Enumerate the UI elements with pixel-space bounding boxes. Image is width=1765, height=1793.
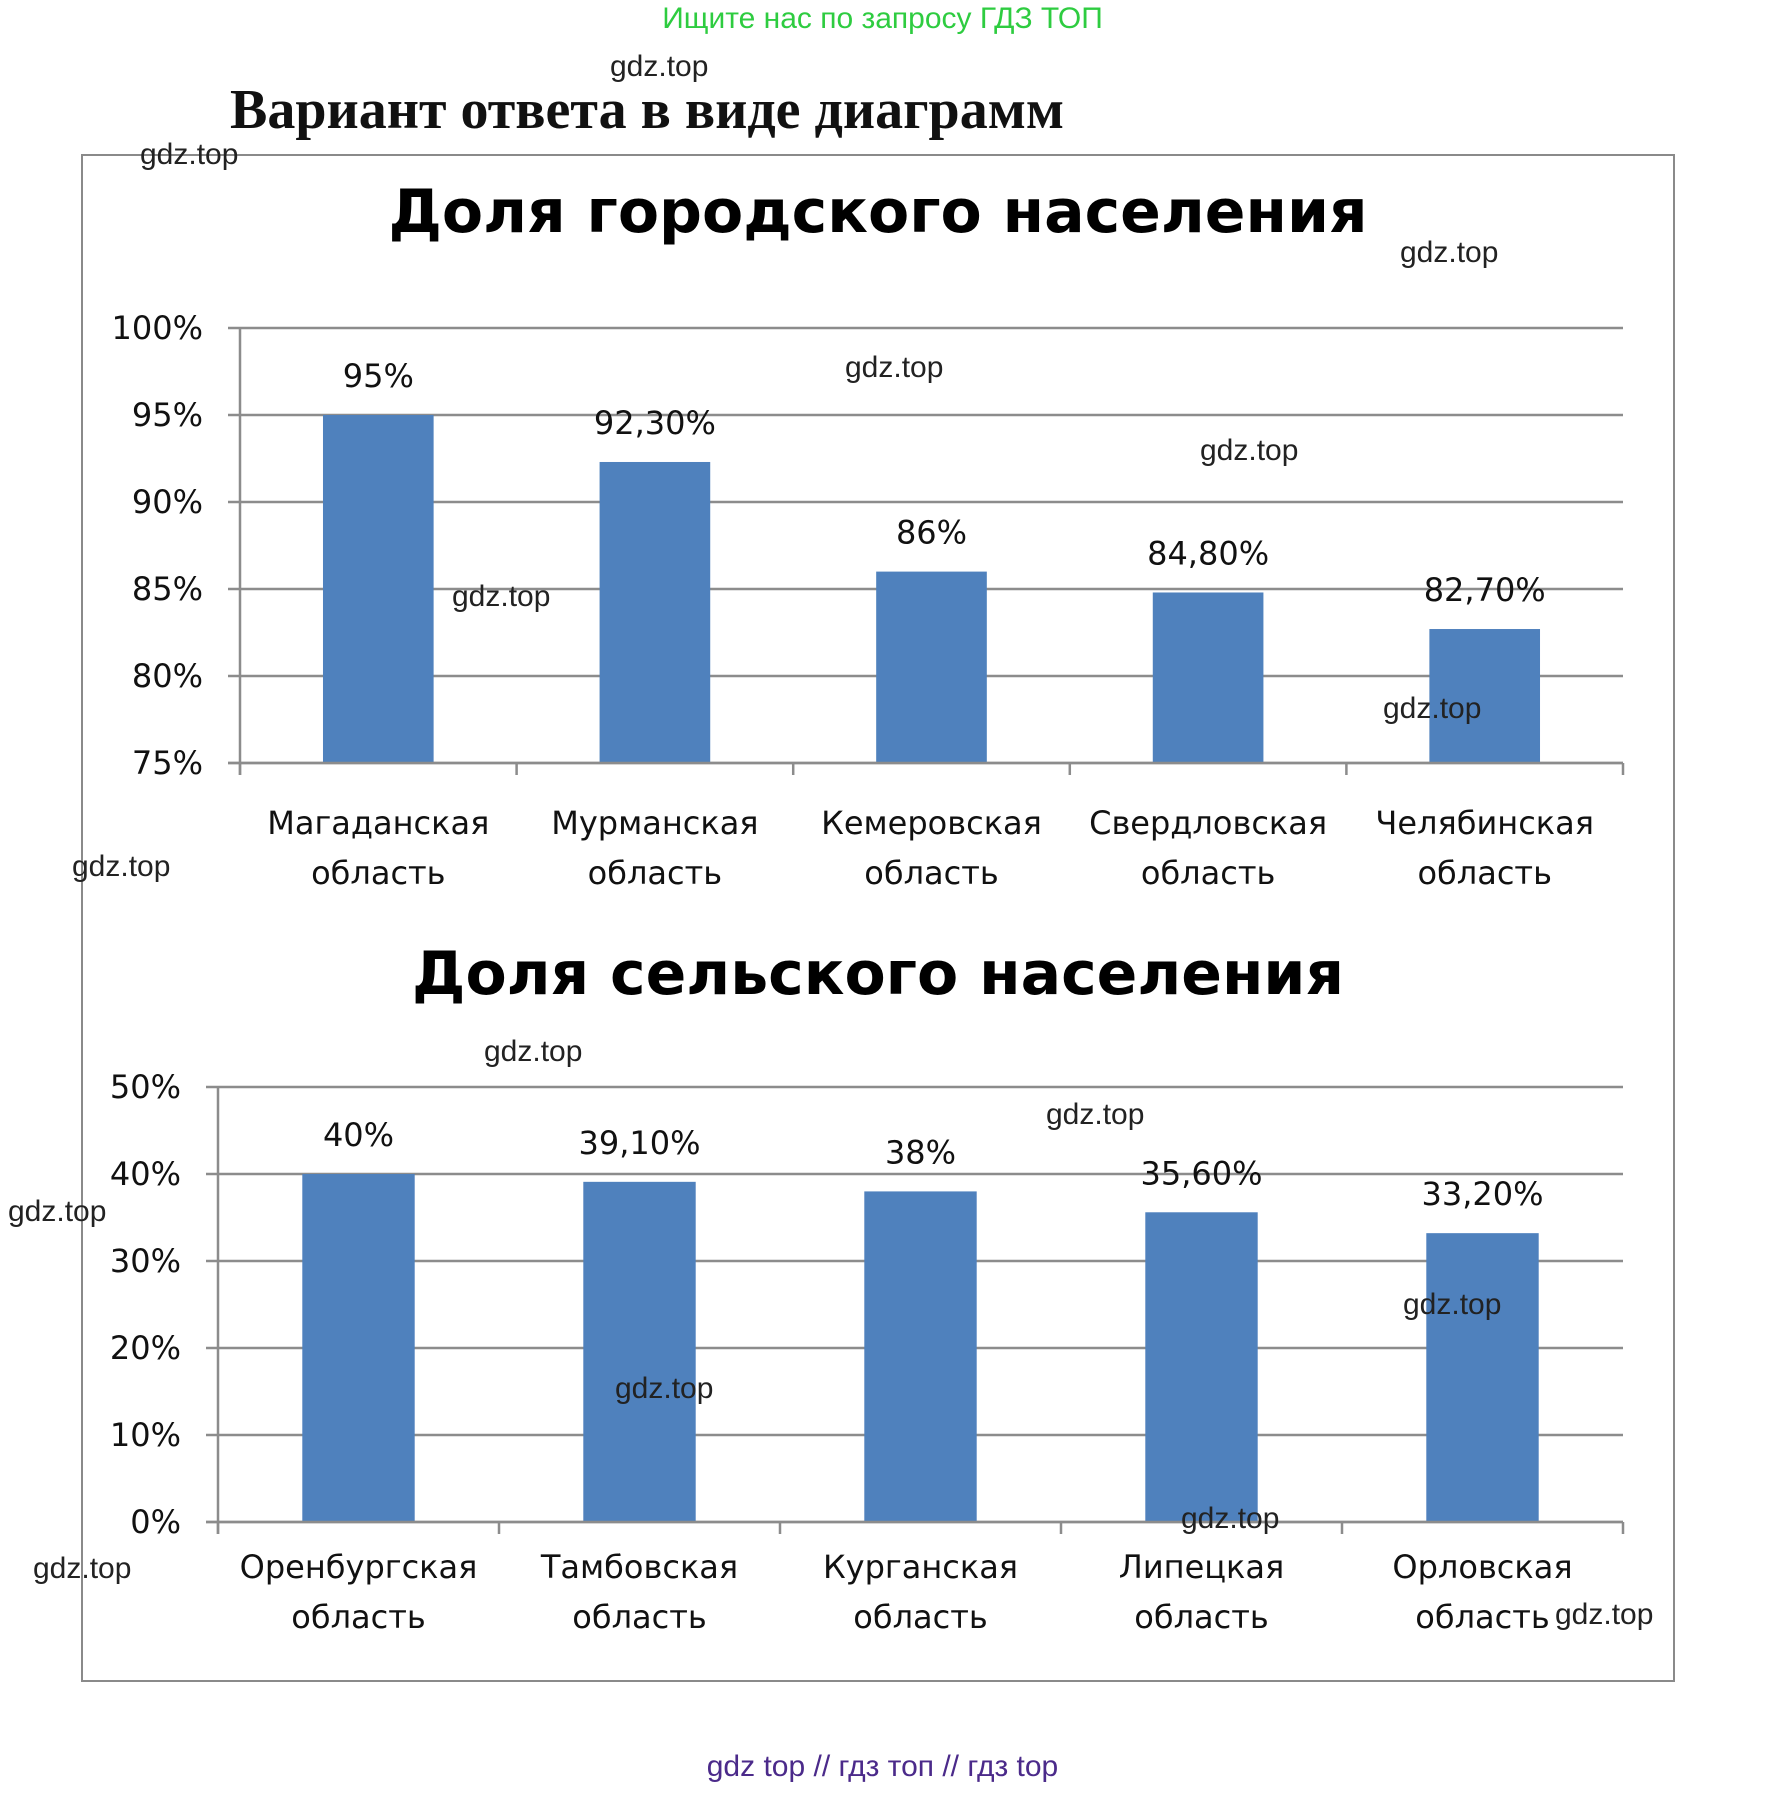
- category-label: область: [853, 1598, 987, 1636]
- category-label: Свердловская: [1089, 804, 1327, 842]
- watermark: gdz.top: [845, 351, 944, 384]
- watermark: gdz.top: [1181, 1502, 1280, 1535]
- category-label: область: [1417, 854, 1551, 892]
- chart-frame-urban: Доля городского населения 75% 80% 85% 90% 95%…: [81, 154, 1675, 918]
- y-tick-label: 95%: [132, 396, 203, 434]
- y-tick-label: 85%: [132, 570, 203, 608]
- rural-population-chart: Доля сельского населения 0% 10% 20% 30% 40% 50…: [110, 939, 1625, 1636]
- bar: [864, 1191, 977, 1522]
- watermark: gdz.top: [1046, 1098, 1145, 1131]
- category-label: область: [1141, 854, 1275, 892]
- urban-population-chart: Доля городского населения 75% 80% 85% 90% 95%…: [112, 177, 1625, 892]
- category-label: область: [588, 854, 722, 892]
- data-label: 82,70%: [1424, 571, 1546, 609]
- page-title: Вариант ответа в виде диаграмм: [230, 79, 1064, 141]
- chart-title: Доля городского населения: [388, 177, 1367, 247]
- watermark: gdz.top: [1383, 692, 1482, 725]
- bar: [302, 1174, 415, 1522]
- data-label: 84,80%: [1147, 534, 1269, 572]
- y-tick-label: 10%: [110, 1416, 181, 1454]
- category-label: Челябинская: [1375, 804, 1594, 842]
- bar: [1152, 592, 1264, 763]
- data-label: 40%: [323, 1116, 394, 1154]
- category-label: Кемеровская: [821, 804, 1042, 842]
- category-label: область: [572, 1598, 706, 1636]
- watermark: gdz.top: [484, 1035, 583, 1068]
- data-label: 35,60%: [1140, 1154, 1262, 1192]
- y-tick-label: 80%: [132, 657, 203, 695]
- y-tick-label: 40%: [110, 1155, 181, 1193]
- category-label: область: [311, 854, 445, 892]
- data-label: 95%: [343, 357, 414, 395]
- bar: [1145, 1212, 1258, 1522]
- watermark: gdz.top: [1400, 236, 1499, 269]
- bar: [322, 415, 434, 763]
- category-label: область: [1415, 1598, 1549, 1636]
- category-label: Курганская: [823, 1548, 1018, 1586]
- data-label: 92,30%: [594, 404, 716, 442]
- watermark: gdz.top: [1403, 1288, 1502, 1321]
- category-label: область: [291, 1598, 425, 1636]
- y-tick-label: 20%: [110, 1329, 181, 1367]
- watermark: gdz.top: [8, 1195, 107, 1228]
- search-banner: Ищите нас по запросу ГДЗ ТОП: [662, 2, 1103, 35]
- data-label: 86%: [896, 514, 967, 552]
- bar: [876, 571, 987, 763]
- category-label: Оренбургская: [240, 1548, 478, 1586]
- chart-title: Доля сельского населения: [412, 939, 1344, 1009]
- category-label: Магаданская: [267, 804, 489, 842]
- watermark: gdz.top: [72, 850, 171, 883]
- y-tick-label: 75%: [132, 744, 203, 782]
- y-tick-label: 0%: [130, 1503, 181, 1541]
- watermark: gdz.top: [615, 1372, 714, 1405]
- category-label: Липецкая: [1119, 1548, 1284, 1586]
- category-label: Тамбовская: [540, 1548, 738, 1586]
- bar: [1426, 1233, 1539, 1522]
- y-tick-label: 100%: [112, 309, 203, 347]
- data-label: 39,10%: [578, 1124, 700, 1162]
- bar: [1429, 629, 1541, 763]
- watermark: gdz.top: [610, 50, 709, 83]
- bar: [599, 461, 711, 763]
- category-label: Орловская: [1392, 1548, 1572, 1586]
- y-tick-label: 90%: [132, 483, 203, 521]
- watermark: gdz.top: [452, 580, 551, 613]
- bar: [583, 1181, 696, 1522]
- y-tick-label: 30%: [110, 1242, 181, 1280]
- data-label: 33,20%: [1421, 1175, 1543, 1213]
- watermark: gdz.top: [1200, 434, 1299, 467]
- watermark: gdz.top: [33, 1552, 132, 1585]
- category-label: область: [1134, 1598, 1268, 1636]
- data-label: 38%: [885, 1133, 956, 1171]
- watermark: gdz.top: [1555, 1598, 1654, 1631]
- footer-links: gdz top // гдз топ // гдз top: [706, 1750, 1059, 1783]
- category-label: Мурманская: [551, 804, 758, 842]
- watermark: gdz.top: [140, 138, 239, 171]
- chart-frame-rural: Доля сельского населения 0% 10% 20% 30% 40% 50…: [81, 914, 1675, 1682]
- y-tick-label: 50%: [110, 1068, 181, 1106]
- category-label: область: [864, 854, 998, 892]
